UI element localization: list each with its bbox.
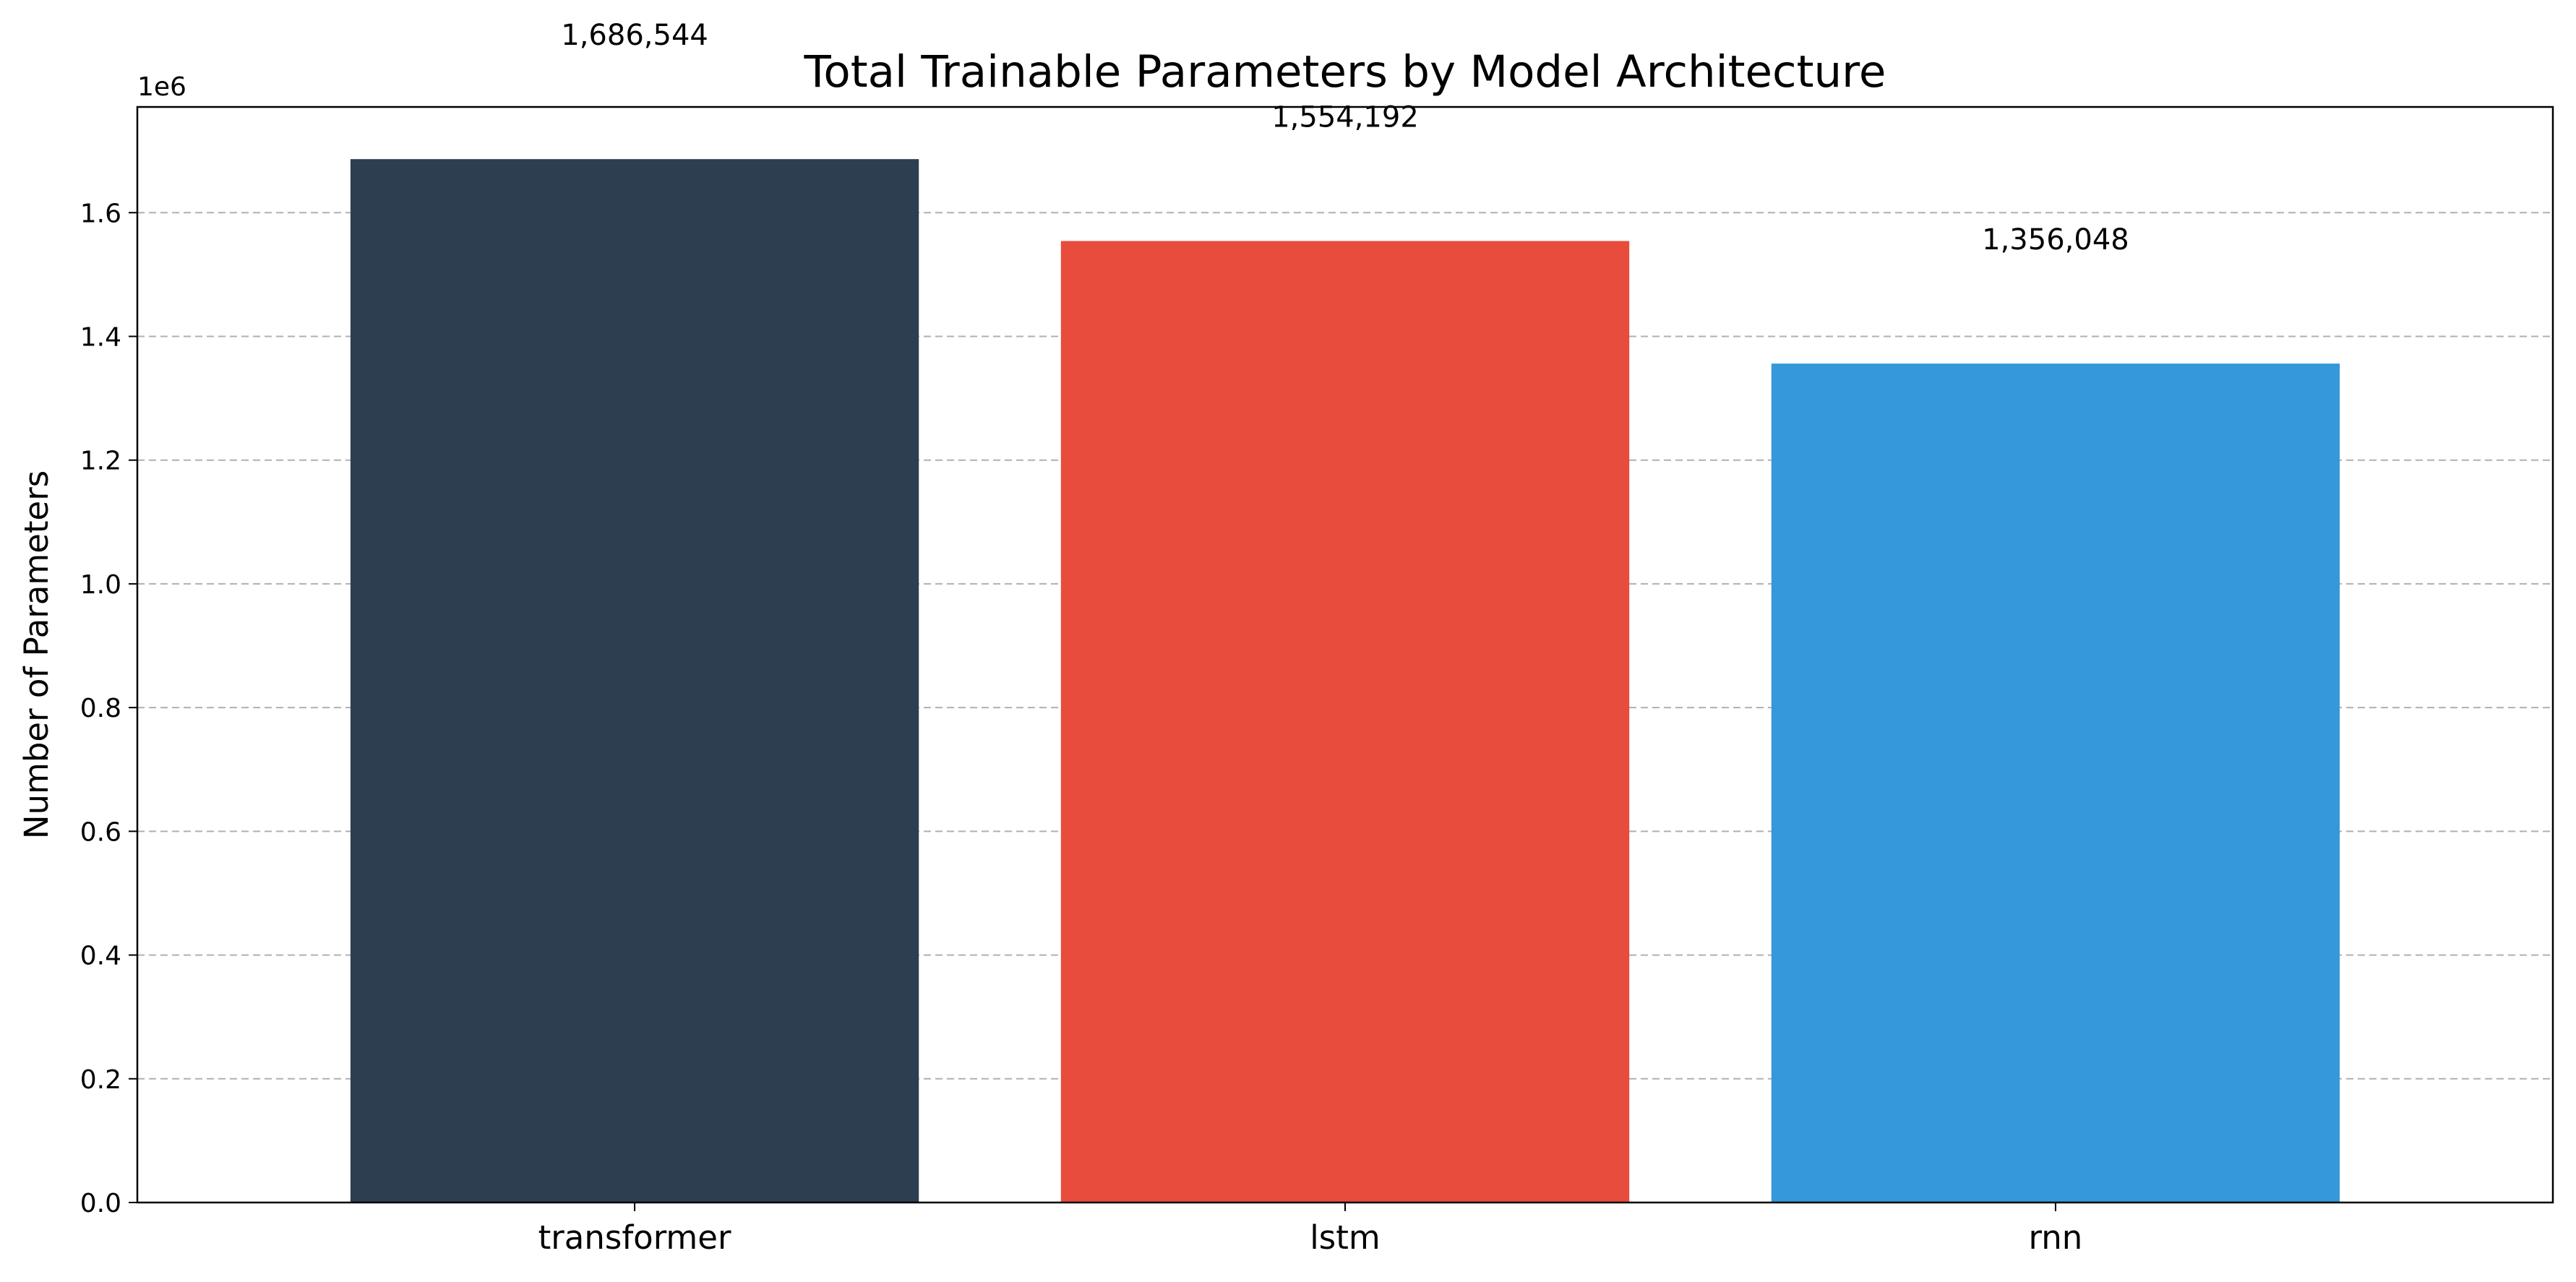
y-tick-label: 1.4 [80, 322, 121, 352]
y-tick-label: 1.2 [80, 447, 121, 476]
data-label-lstm: 1,554,192 [1271, 100, 1419, 134]
x-tick-label-rnn: rnn [2029, 1218, 2083, 1257]
y-tick-label: 1.6 [80, 199, 121, 228]
y-tick-label: 1.0 [80, 570, 121, 600]
y-tick-label: 0.2 [80, 1065, 121, 1095]
y-tick-label: 0.6 [80, 817, 121, 847]
y-axis-ticks: 0.0 0.2 0.4 0.6 0.8 1.0 1.2 1.4 1.6 [80, 199, 137, 1218]
bar-lstm [1060, 241, 1630, 1203]
x-tick-label-lstm: lstm [1310, 1218, 1380, 1257]
x-axis-ticks: transformer lstm rnn [538, 1203, 2083, 1257]
bars [350, 159, 2340, 1203]
data-label-transformer: 1,686,544 [561, 19, 708, 52]
x-tick-label-transformer: transformer [538, 1218, 731, 1257]
bar-transformer [350, 159, 919, 1203]
y-tick-label: 0.4 [80, 942, 121, 971]
bar-rnn [1771, 363, 2340, 1203]
data-labels: 1,686,544 1,554,192 1,356,048 [561, 19, 2129, 257]
y-tick-label: 0.0 [80, 1189, 121, 1218]
y-tick-label: 0.8 [80, 694, 121, 723]
chart-title: Total Trainable Parameters by Model Arch… [804, 46, 1886, 98]
y-axis-title: Number of Parameters [17, 470, 56, 839]
data-label-rnn: 1,356,048 [1982, 223, 2129, 257]
y-axis-offset-label: 1e6 [137, 72, 186, 102]
